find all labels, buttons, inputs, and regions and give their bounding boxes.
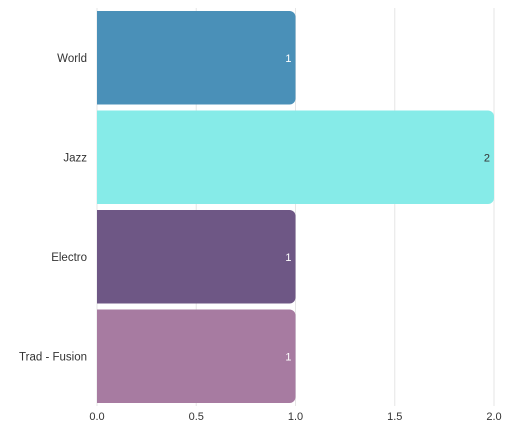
x-tick-label: 0.0 — [89, 411, 104, 423]
bar-edge — [97, 309, 105, 403]
bars-group: 1 2 1 1 — [97, 11, 494, 403]
x-tick-label: 2.0 — [486, 411, 501, 423]
category-label: Jazz — [63, 152, 87, 164]
data-label: 2 — [484, 152, 490, 164]
category-label: Trad - Fusion — [19, 351, 87, 363]
x-tick-label: 1.0 — [288, 411, 303, 423]
bar — [97, 309, 296, 403]
bar — [97, 210, 296, 304]
data-label: 1 — [285, 351, 291, 363]
category-labels: World Jazz Electro Trad - Fusion — [19, 53, 87, 364]
bar-edge — [97, 210, 105, 304]
bar-edge — [97, 11, 105, 105]
x-tick-label: 0.5 — [189, 411, 204, 423]
x-axis-ticks: 0.0 0.5 1.0 1.5 2.0 — [89, 411, 501, 423]
data-label: 1 — [285, 53, 291, 65]
data-label: 1 — [285, 252, 291, 264]
category-label: World — [57, 53, 87, 65]
bar — [97, 11, 296, 105]
x-tick-label: 1.5 — [387, 411, 402, 423]
bar-edge — [97, 110, 105, 204]
category-label: Electro — [51, 252, 87, 264]
bar — [97, 110, 494, 204]
